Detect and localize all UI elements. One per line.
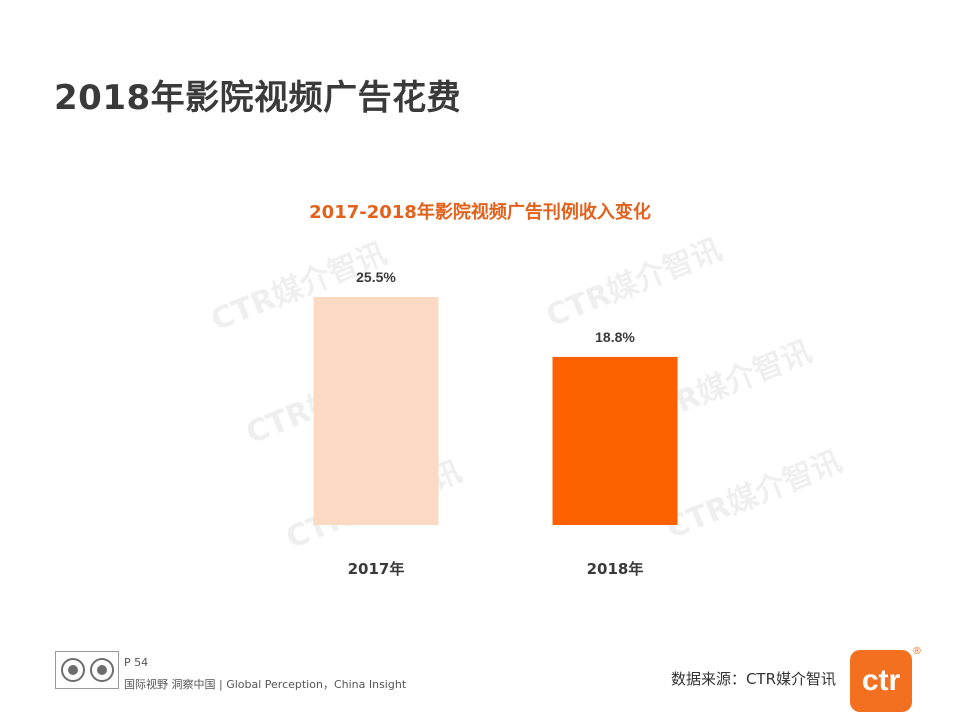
bar-2018年 [552, 356, 678, 525]
bar-value-label: 25.5% [356, 269, 396, 285]
certification-seal-icon [60, 658, 85, 682]
data-source: 数据来源：CTR媒介智讯 [670, 670, 836, 688]
registered-mark: ® [912, 646, 922, 657]
certification-badges [55, 651, 119, 689]
certification-seal-icon [89, 658, 114, 682]
ctr-logo: ctr [850, 650, 912, 712]
x-axis-category-label: 2017年 [348, 560, 405, 578]
footer-slogan: 国际视野 洞察中国 | Global Perception，China Insi… [124, 678, 407, 691]
page-number: P 54 [124, 656, 149, 669]
chart-title: 2017-2018年影院视频广告刊例收入变化 [309, 202, 651, 223]
bar-value-label: 18.8% [595, 329, 635, 345]
page-title: 2018年影院视频广告花费 [54, 78, 462, 118]
bar-2017年 [313, 297, 439, 525]
x-axis-category-label: 2018年 [587, 560, 644, 578]
